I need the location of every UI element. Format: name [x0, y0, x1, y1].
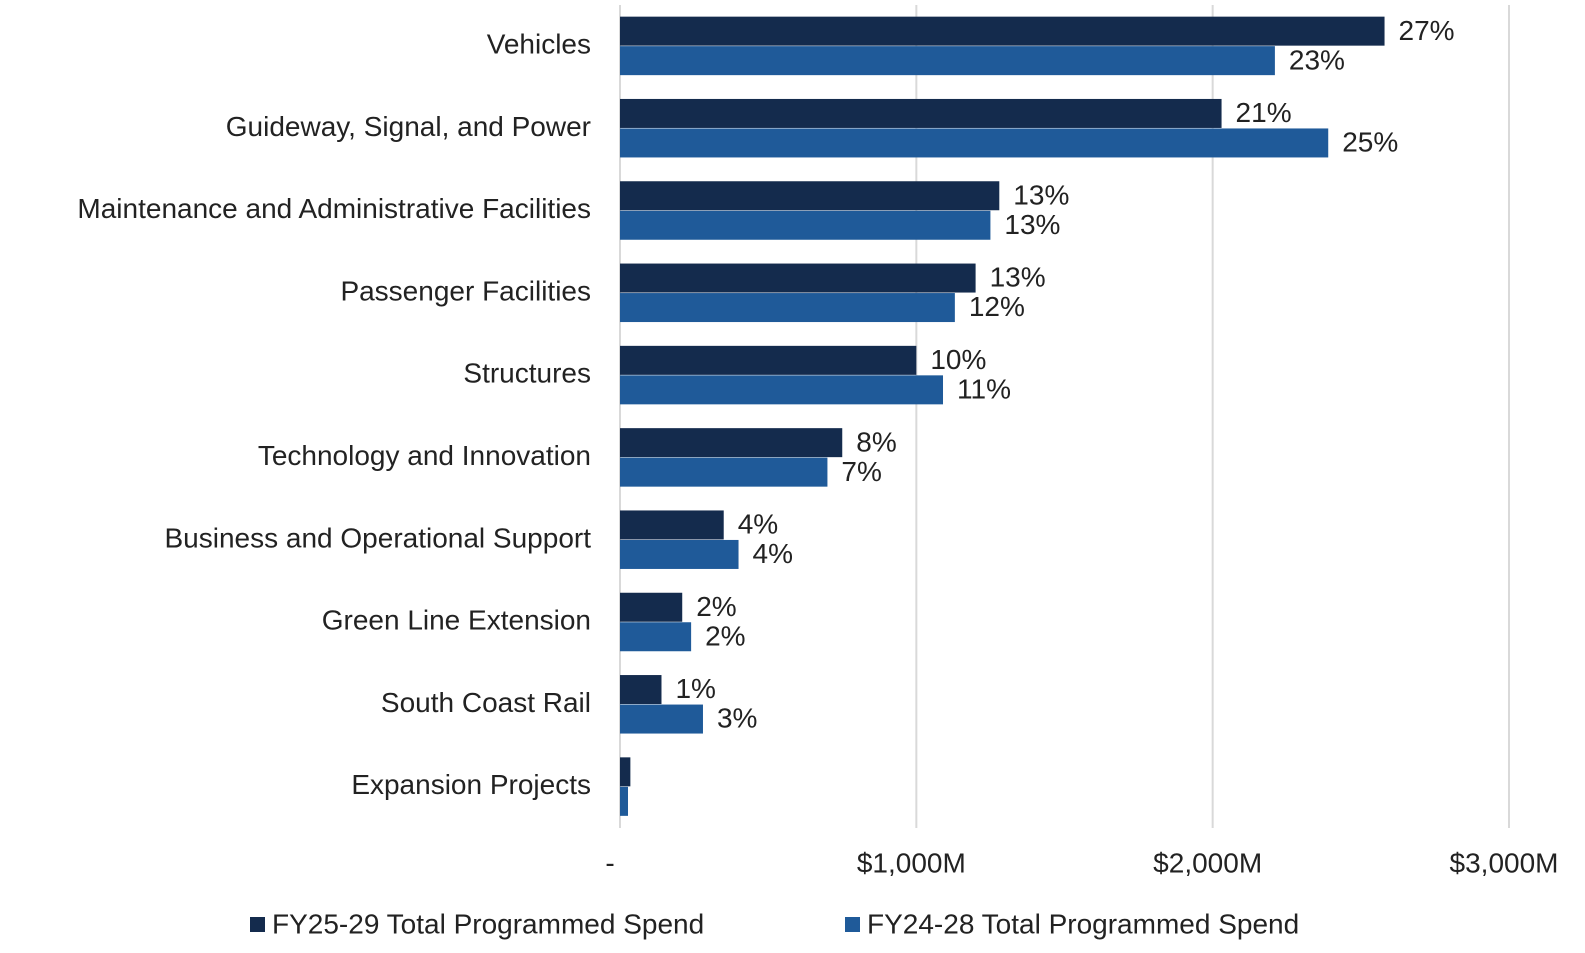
bar — [620, 675, 662, 705]
bar — [620, 510, 724, 540]
data-label: 2% — [696, 591, 736, 622]
legend-label: FY25-29 Total Programmed Spend — [272, 908, 704, 939]
category-label: Technology and Innovation — [258, 440, 591, 471]
bar — [620, 457, 828, 487]
category-label: Expansion Projects — [351, 769, 591, 800]
data-label: 21% — [1236, 97, 1292, 128]
data-label: 1% — [675, 673, 715, 704]
bar — [620, 428, 843, 458]
category-label: Vehicles — [487, 29, 591, 60]
category-label: Structures — [463, 358, 591, 389]
bar — [620, 375, 944, 405]
bar — [620, 210, 991, 240]
data-label: 13% — [1004, 209, 1060, 240]
legend-swatch — [250, 917, 265, 932]
bar — [620, 786, 629, 816]
bar — [620, 46, 1275, 76]
bar — [620, 263, 976, 293]
x-tick-label: $2,000M — [1153, 847, 1262, 878]
data-label: 12% — [969, 291, 1025, 322]
data-label: 4% — [738, 509, 778, 540]
bar — [620, 128, 1329, 158]
data-label: 10% — [930, 344, 986, 375]
bar — [620, 622, 692, 652]
data-label: 11% — [957, 373, 1011, 404]
x-tick-label: - — [605, 847, 614, 878]
bar — [620, 16, 1385, 46]
category-label: South Coast Rail — [381, 687, 591, 718]
data-label: 8% — [856, 426, 896, 457]
data-label: 23% — [1289, 44, 1345, 75]
bar — [620, 704, 703, 734]
data-label: 2% — [705, 620, 745, 651]
data-label: 7% — [841, 456, 881, 487]
bar — [620, 592, 683, 622]
data-label: 4% — [753, 538, 793, 569]
data-label: 13% — [1013, 179, 1069, 210]
category-label: Passenger Facilities — [340, 275, 591, 306]
legend-swatch — [845, 917, 860, 932]
bar — [620, 98, 1222, 128]
category-label: Guideway, Signal, and Power — [226, 111, 591, 142]
x-tick-label: $1,000M — [857, 847, 966, 878]
category-label: Maintenance and Administrative Facilitie… — [77, 193, 591, 224]
legend-label: FY24-28 Total Programmed Spend — [867, 908, 1299, 939]
data-label: 13% — [990, 262, 1046, 293]
bar — [620, 345, 917, 375]
data-label: 27% — [1399, 15, 1455, 46]
bar — [620, 539, 739, 569]
data-label: 25% — [1342, 127, 1398, 158]
x-tick-label: $3,000M — [1450, 847, 1559, 878]
data-label: 3% — [717, 703, 757, 734]
category-label: Business and Operational Support — [165, 522, 592, 553]
category-label: Green Line Extension — [322, 605, 591, 636]
bar — [620, 293, 955, 323]
bar — [620, 757, 631, 787]
bar — [620, 181, 1000, 211]
